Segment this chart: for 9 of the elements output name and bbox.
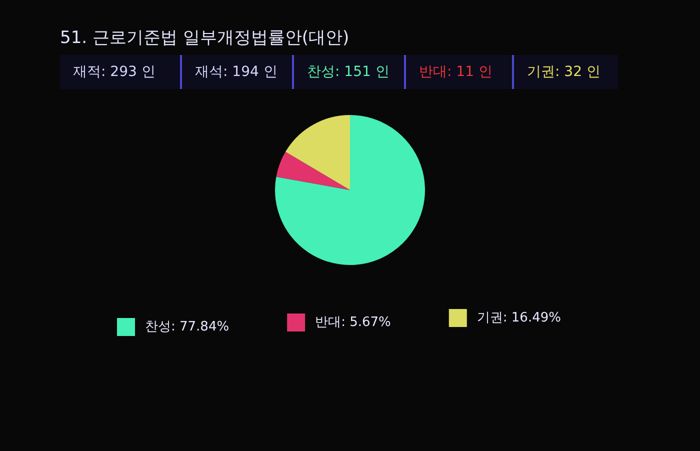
text: 재석: 194 인	[180, 55, 292, 89]
legend-label: 찬성: 77.84%	[145, 319, 230, 334]
text: 재적: 293 인	[72, 63, 156, 82]
text: 반대: 11 인	[404, 55, 512, 89]
legend-label: 반대: 5.67%	[315, 314, 391, 330]
chart-title: 51. 근로기준법 일부개정법률안(대안)	[60, 27, 350, 49]
legend-label: 기권: 16.49%	[476, 310, 561, 326]
text: 기권: 32 인	[512, 55, 618, 89]
text: 찬성: 151 인	[292, 55, 404, 89]
